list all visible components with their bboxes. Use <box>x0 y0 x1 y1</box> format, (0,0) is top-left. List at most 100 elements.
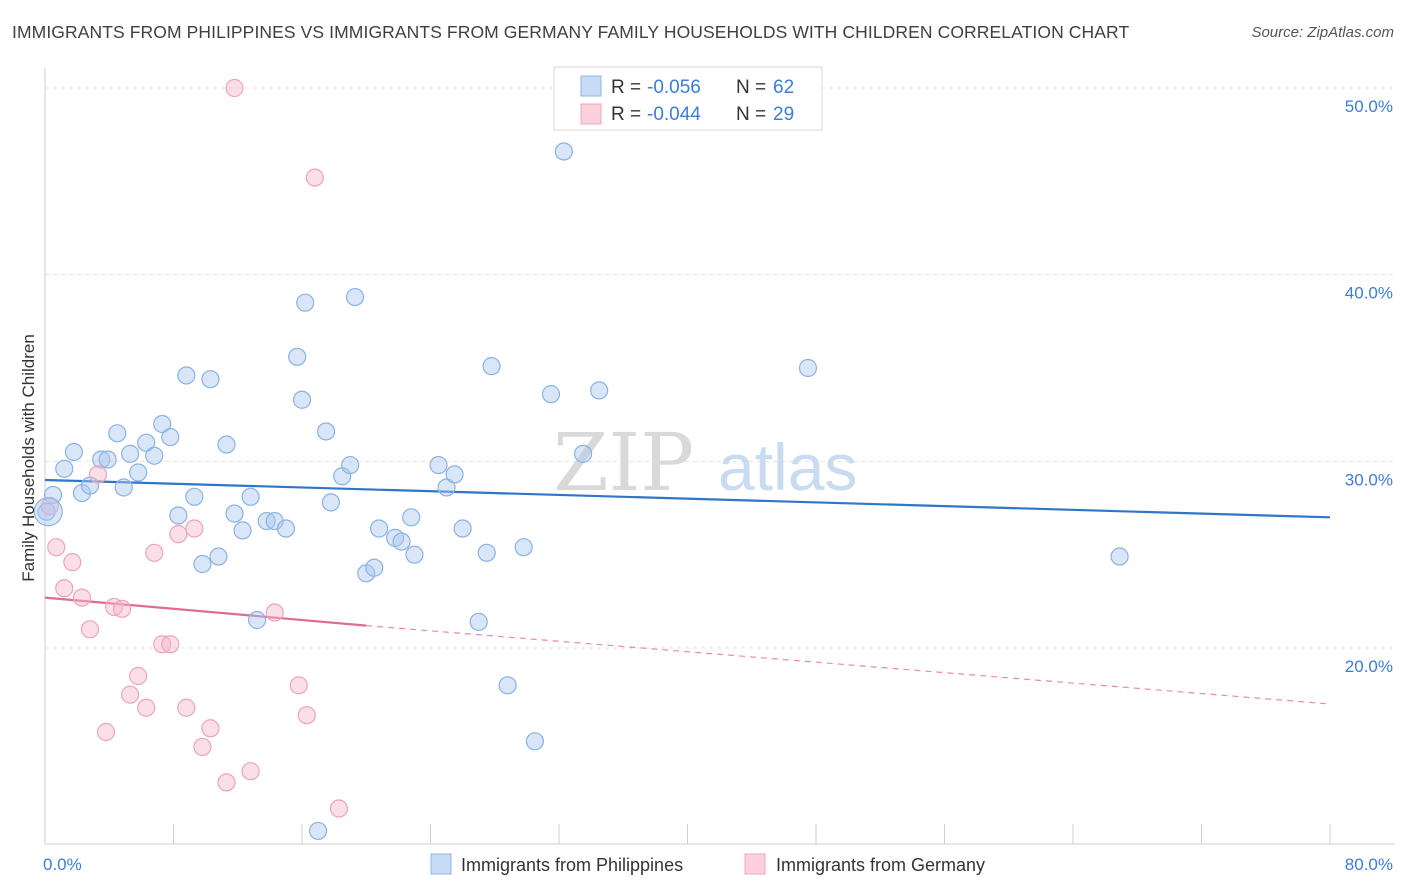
philippines-point-57 <box>554 142 573 161</box>
y-tick-label-50: 50.0% <box>1345 97 1393 116</box>
philippines-point-56 <box>541 385 561 404</box>
watermark-zip: ZIP <box>553 416 694 509</box>
watermark-atlas: atlas <box>718 430 857 504</box>
philippines-point-47 <box>437 478 456 497</box>
legend-swatch-blue <box>580 75 602 97</box>
germany-point-7 <box>96 722 116 742</box>
legend-r-label-1: R = <box>611 77 641 98</box>
y-tick-labels: 20.0% 30.0% 40.0% 50.0% <box>1345 97 1393 676</box>
philippines-point-41 <box>370 519 389 538</box>
philippines-point-23 <box>225 504 244 523</box>
germany-point-15 <box>161 635 180 654</box>
philippines-point-45 <box>405 545 424 564</box>
legend-r-value-2: -0.044 <box>647 104 701 125</box>
x-tick-label-min: 0.0% <box>43 855 82 874</box>
germany-trend-line-extension <box>366 625 1331 705</box>
philippines-point-49 <box>453 519 472 538</box>
philippines-point-24 <box>233 521 252 540</box>
philippines-point-33 <box>308 821 328 841</box>
philippines-point-55 <box>525 732 545 751</box>
germany-point-22 <box>225 78 244 98</box>
philippines-point-59 <box>590 381 609 400</box>
germany-point-5 <box>80 620 100 639</box>
philippines-point-6 <box>92 450 111 469</box>
philippines-point-20 <box>201 370 220 389</box>
philippines-point-3 <box>64 442 84 462</box>
legend-n-label-2: N = <box>736 104 766 125</box>
germany-point-6 <box>88 465 108 484</box>
correlation-legend: R = -0.056 N = 62 R = -0.044 N = 29 <box>553 66 823 131</box>
philippines-point-9 <box>114 478 133 497</box>
philippines-point-40 <box>365 558 384 577</box>
philippines-point-17 <box>177 366 196 385</box>
philippines-point-12 <box>137 433 156 452</box>
germany-point-10 <box>121 685 140 704</box>
philippines-point-29 <box>276 519 296 538</box>
philippines-point-38 <box>345 287 365 307</box>
y-tick-label-40: 40.0% <box>1345 284 1393 303</box>
philippines-point-51 <box>477 543 496 562</box>
philippines-point-53 <box>498 676 517 695</box>
watermark: ZIP atlas <box>553 416 857 509</box>
germany-point-13 <box>145 543 164 562</box>
germany-point-23 <box>241 762 260 781</box>
philippines-point-2 <box>55 459 74 478</box>
series-label-germany: Immigrants from Germany <box>776 855 985 875</box>
series-swatch-philippines <box>430 853 452 875</box>
philippines-point-48 <box>445 465 464 484</box>
gridlines <box>45 87 1395 649</box>
legend-swatch-pink <box>580 103 602 125</box>
philippines-point-cluster <box>33 497 63 527</box>
philippines-point-61 <box>1110 547 1129 566</box>
philippines-point-60 <box>798 358 818 378</box>
chart-title: IMMIGRANTS FROM PHILIPPINES VS IMMIGRANT… <box>12 22 1130 42</box>
germany-point-20 <box>201 719 220 738</box>
germany-point-28 <box>329 799 349 818</box>
philippines-point-35 <box>321 493 341 512</box>
philippines-point-16 <box>169 506 188 525</box>
philippines-point-10 <box>121 444 140 463</box>
germany-trend-line <box>44 596 367 627</box>
legend-n-value-1: 62 <box>773 77 794 98</box>
series-legend: Immigrants from Philippines Immigrants f… <box>430 853 985 875</box>
legend-r-label-2: R = <box>611 104 641 125</box>
philippines-point-11 <box>129 463 148 482</box>
philippines-point-25 <box>241 487 260 506</box>
y-tick-label-30: 30.0% <box>1345 470 1393 489</box>
germany-point-11 <box>129 666 148 686</box>
philippines-point-50 <box>469 612 488 631</box>
germany-point-9 <box>112 599 132 618</box>
philippines-point-18 <box>185 487 204 506</box>
germany-point-21 <box>217 773 236 792</box>
germany-point-4 <box>72 588 92 607</box>
philippines-point-43 <box>392 532 411 551</box>
germany-point-18 <box>185 519 204 538</box>
series-label-philippines: Immigrants from Philippines <box>461 855 683 875</box>
philippines-point-15 <box>161 427 180 447</box>
philippines-point-34 <box>316 422 336 441</box>
philippines-point-54 <box>514 538 533 557</box>
philippines-point-58 <box>573 444 593 463</box>
philippines-point-46 <box>429 455 448 475</box>
philippines-point-31 <box>296 293 315 312</box>
philippines-point-7 <box>98 450 117 469</box>
germany-point-27 <box>305 168 324 187</box>
germany-point-12 <box>137 698 156 717</box>
axes <box>44 68 1395 845</box>
germany-point-3 <box>63 553 82 572</box>
series-swatch-germany <box>744 853 766 875</box>
data-points <box>33 78 1129 841</box>
philippines-point-13 <box>145 446 164 465</box>
philippines-point-21 <box>209 547 228 566</box>
philippines-trend-line <box>44 478 1331 519</box>
y-axis-title: Family Households with Children <box>19 334 38 582</box>
philippines-point-1 <box>43 485 63 505</box>
legend-n-label-1: N = <box>736 77 766 98</box>
philippines-point-0 <box>37 502 56 521</box>
philippines-point-8 <box>108 424 127 443</box>
x-tick-labels: 0.0% 80.0% <box>43 855 1393 874</box>
germany-point-25 <box>289 676 308 695</box>
philippines-point-19 <box>193 554 212 574</box>
germany-point-1 <box>47 538 66 557</box>
